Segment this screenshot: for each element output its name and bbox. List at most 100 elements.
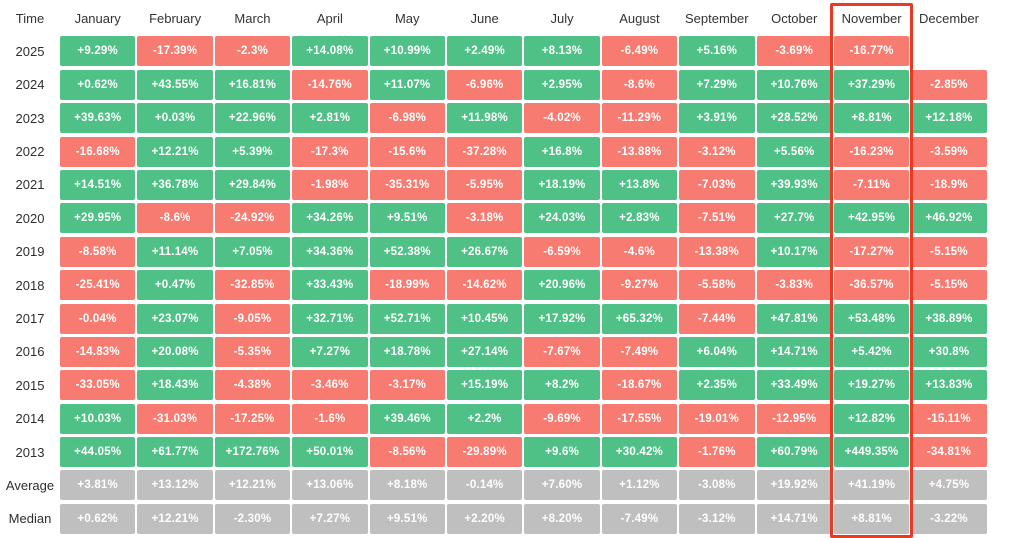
month-header-august[interactable]: August — [619, 10, 660, 26]
return-cell: -8.56% — [369, 437, 445, 468]
row-label-2021: 2021 — [15, 177, 45, 193]
returns-grid: Time January February March April May June July… — [2, 3, 1024, 534]
return-cell: -7.44% — [679, 303, 755, 334]
month-header-december[interactable]: December — [919, 10, 979, 26]
return-cell: +18.19% — [524, 169, 600, 200]
month-header-september[interactable]: September — [685, 10, 749, 26]
return-cell: -14.62% — [446, 270, 523, 301]
return-cell: -36.57% — [833, 270, 910, 301]
return-cell: -3.18% — [446, 203, 523, 234]
return-cell: -35.31% — [369, 169, 445, 200]
return-cell: +12.18% — [911, 103, 987, 134]
return-cell: +47.81% — [756, 303, 832, 334]
return-cell: -2.85% — [911, 69, 987, 100]
return-cell: -1.98% — [292, 169, 368, 200]
month-header-february[interactable]: February — [149, 10, 202, 26]
return-cell: -6.49% — [601, 36, 678, 67]
return-cell: +0.62% — [60, 69, 136, 100]
return-cell: +14.51% — [60, 169, 136, 200]
return-cell: -9.69% — [524, 403, 600, 434]
return-cell: +10.45% — [446, 303, 523, 334]
return-cell: -3.12% — [679, 503, 755, 534]
return-cell: -6.98% — [369, 103, 445, 134]
return-cell: +19.27% — [833, 370, 910, 401]
month-header-july[interactable]: July — [550, 10, 574, 26]
return-cell: -2.30% — [214, 503, 291, 534]
return-cell: +449.35% — [833, 437, 910, 468]
return-cell: -17.55% — [601, 403, 678, 434]
month-header-may[interactable]: May — [394, 10, 420, 26]
return-cell: -1.6% — [292, 403, 368, 434]
return-cell: -7.67% — [524, 336, 600, 367]
return-cell: +10.99% — [369, 36, 445, 67]
return-cell: -0.14% — [446, 470, 523, 501]
return-cell: -3.22% — [911, 503, 987, 534]
return-cell: +0.62% — [60, 503, 136, 534]
return-cell: -15.11% — [911, 403, 987, 434]
return-cell: +11.07% — [369, 69, 445, 100]
return-cell: +1.12% — [601, 470, 678, 501]
row-label-2014: 2014 — [15, 411, 45, 427]
return-cell: +60.79% — [756, 437, 832, 468]
return-cell: -1.76% — [679, 437, 755, 468]
return-cell: +12.82% — [833, 403, 910, 434]
return-cell: +10.03% — [60, 403, 136, 434]
return-cell: -13.38% — [679, 236, 755, 267]
return-cell: -17.3% — [292, 136, 368, 167]
return-cell: +8.13% — [524, 36, 600, 67]
return-cell: +22.96% — [214, 103, 291, 134]
return-cell: +20.08% — [137, 336, 213, 367]
return-cell: -8.6% — [601, 69, 678, 100]
return-cell: +39.93% — [756, 169, 832, 200]
return-cell: +17.92% — [524, 303, 600, 334]
return-cell: -0.04% — [60, 303, 136, 334]
return-cell: +29.84% — [214, 169, 291, 200]
return-cell: +30.8% — [911, 336, 987, 367]
return-cell: -4.6% — [601, 236, 678, 267]
return-cell: +50.01% — [292, 437, 368, 468]
return-cell: +18.78% — [369, 336, 445, 367]
return-cell: +34.26% — [292, 203, 368, 234]
return-cell: -7.49% — [601, 503, 678, 534]
month-header-november[interactable]: November — [841, 10, 902, 26]
month-header-january[interactable]: January — [74, 10, 121, 26]
return-cell: +34.36% — [292, 236, 368, 267]
return-cell: +5.56% — [756, 136, 832, 167]
row-label-2018: 2018 — [15, 277, 45, 293]
return-cell: -7.11% — [833, 169, 910, 200]
return-cell: +8.81% — [833, 103, 910, 134]
month-header-october[interactable]: October — [771, 10, 818, 26]
return-cell: +2.95% — [524, 69, 600, 100]
return-cell: +8.18% — [369, 470, 445, 501]
return-cell: -12.95% — [756, 403, 832, 434]
return-cell: +37.29% — [833, 69, 910, 100]
return-cell: +24.03% — [524, 203, 600, 234]
return-cell: +2.2% — [446, 403, 523, 434]
return-cell: +12.21% — [214, 470, 291, 501]
return-cell: +30.42% — [601, 437, 678, 468]
return-cell: +7.05% — [214, 236, 291, 267]
return-cell: +9.29% — [60, 36, 136, 67]
return-cell: +8.2% — [524, 370, 600, 401]
return-cell: +3.91% — [679, 103, 755, 134]
return-cell: -33.05% — [60, 370, 136, 401]
return-cell: -9.05% — [214, 303, 291, 334]
return-cell: +12.21% — [137, 503, 213, 534]
return-cell: +14.08% — [292, 36, 368, 67]
month-header-june[interactable]: June — [470, 10, 499, 26]
return-cell: +65.32% — [601, 303, 678, 334]
return-cell: +42.95% — [833, 203, 910, 234]
return-cell: +27.14% — [446, 336, 523, 367]
return-cell: -18.99% — [369, 270, 445, 301]
month-header-april[interactable]: April — [316, 10, 343, 26]
return-cell: -8.6% — [137, 203, 213, 234]
return-cell: +5.16% — [679, 36, 755, 67]
return-cell: +38.89% — [911, 303, 987, 334]
return-cell: -17.39% — [137, 36, 213, 67]
return-cell: -19.01% — [679, 403, 755, 434]
return-cell: +0.47% — [137, 270, 213, 301]
month-header-march[interactable]: March — [234, 10, 271, 26]
return-cell: -37.28% — [446, 136, 523, 167]
return-cell: +7.60% — [524, 470, 600, 501]
